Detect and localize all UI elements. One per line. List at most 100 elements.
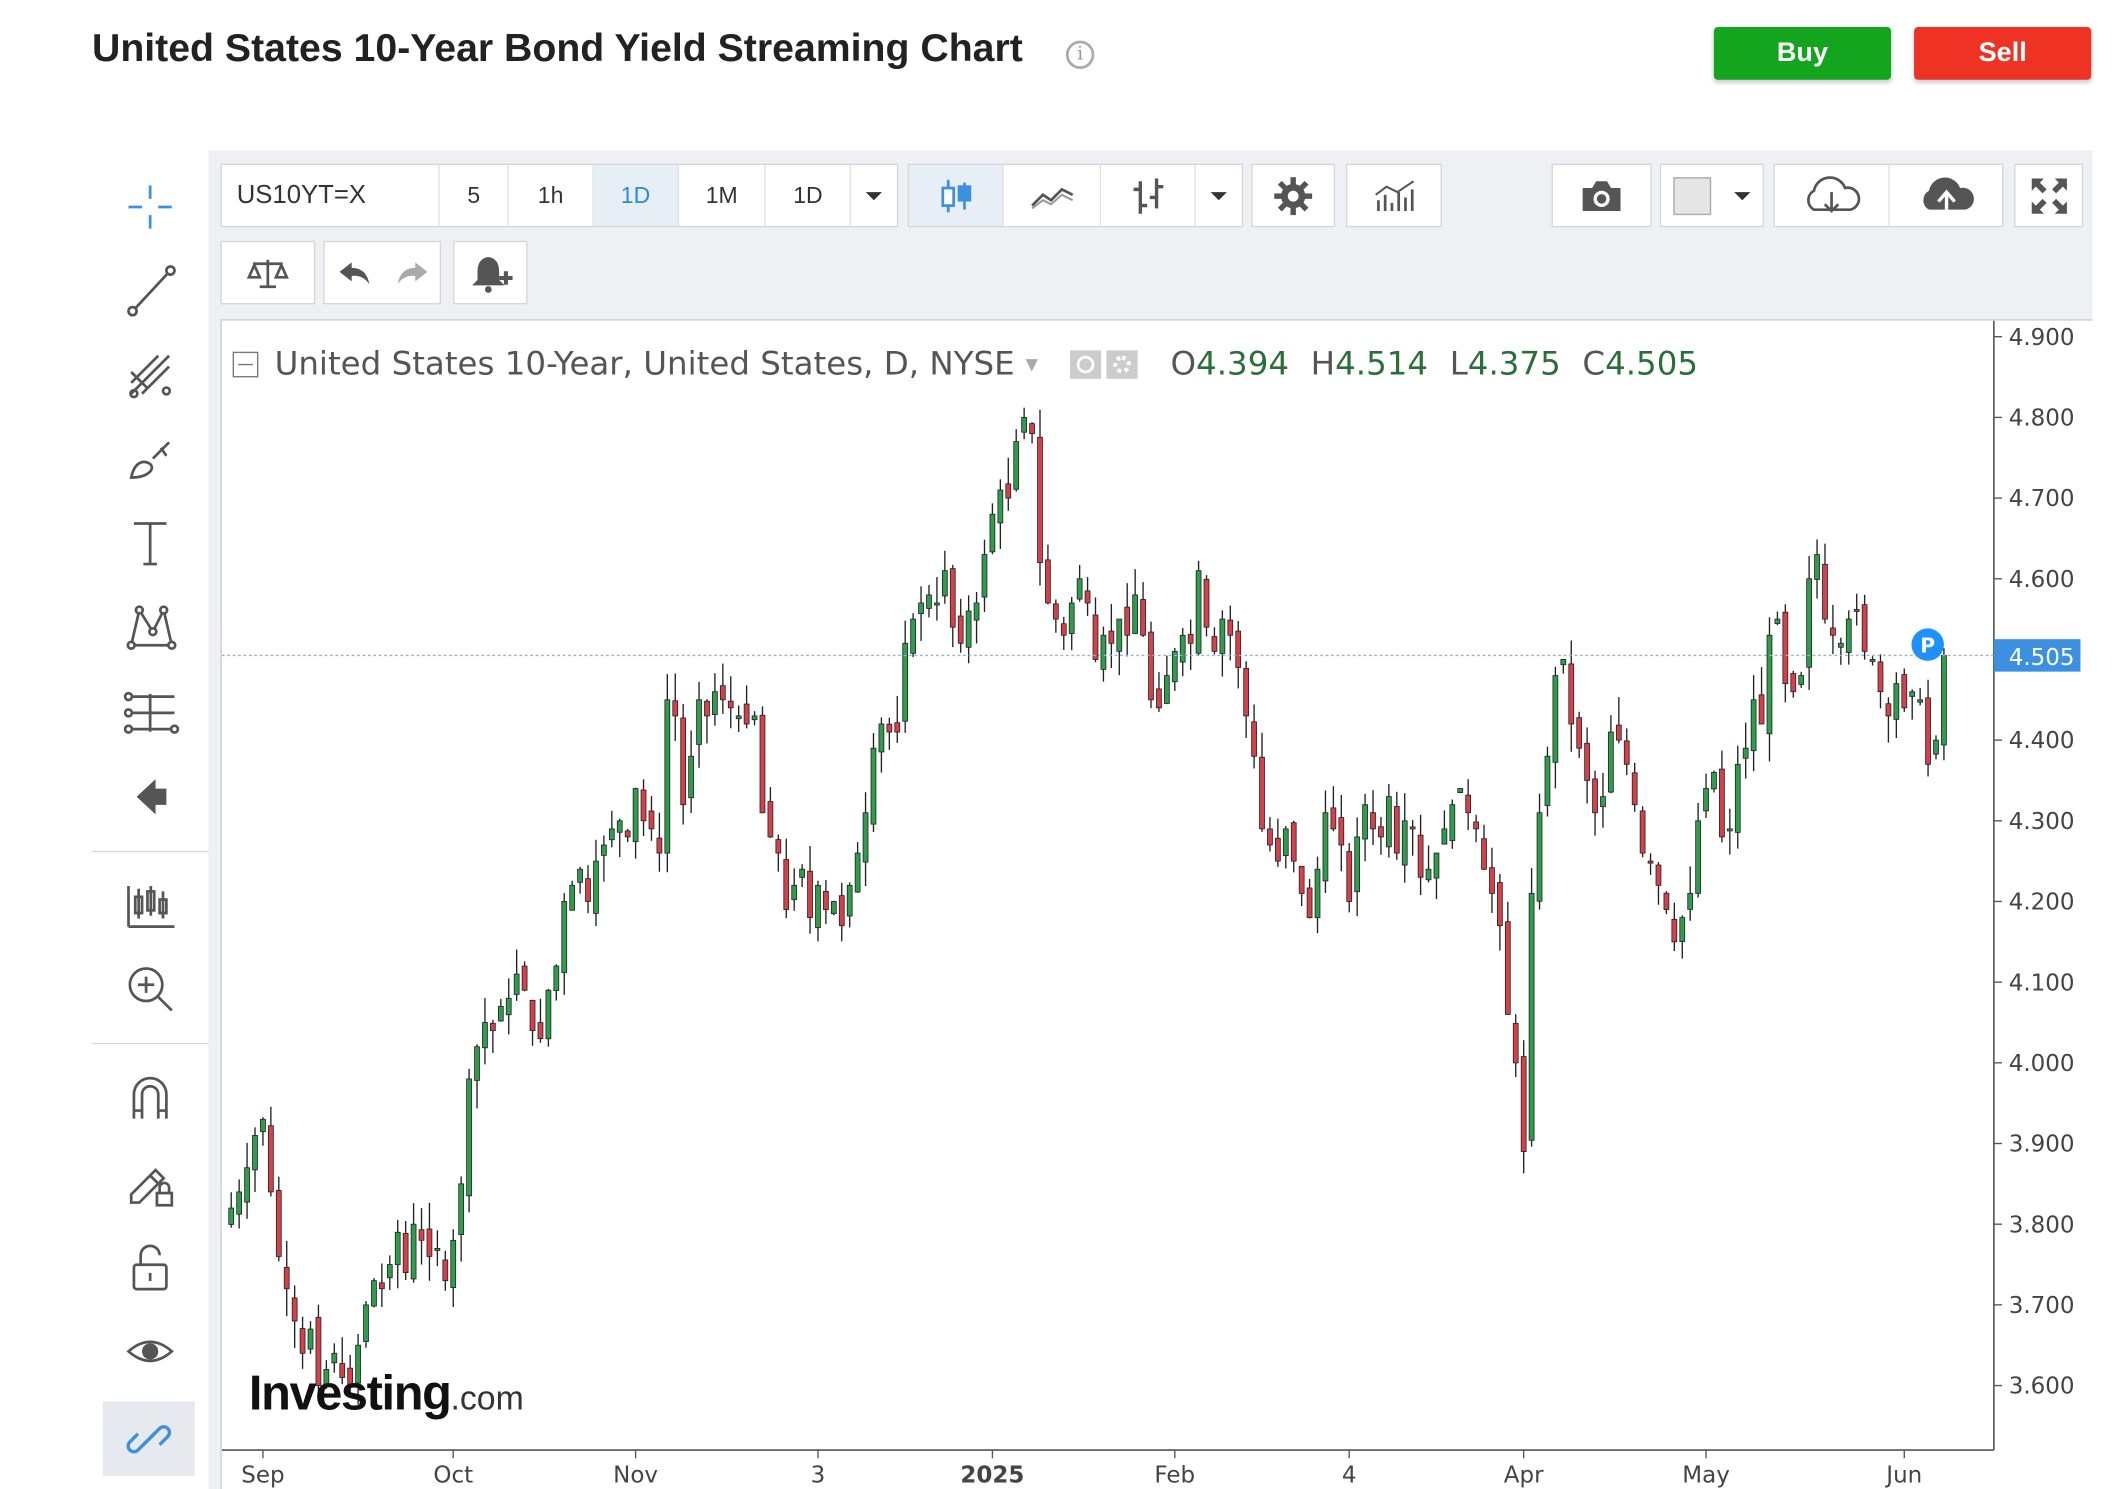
- interval-custom[interactable]: 1D: [766, 165, 852, 226]
- trend-line-icon[interactable]: [116, 257, 184, 325]
- candle: [1029, 422, 1035, 444]
- candle: [1068, 596, 1075, 651]
- indicators-icon[interactable]: [116, 871, 184, 939]
- candle: [1163, 655, 1170, 704]
- x-tick-label: Oct: [433, 1463, 473, 1489]
- candle: [949, 564, 956, 648]
- studies-icon[interactable]: [1347, 165, 1440, 226]
- price-marker-icon: [1911, 628, 1944, 661]
- collapse-icon[interactable]: [232, 351, 259, 377]
- unlock-icon[interactable]: [116, 1234, 184, 1302]
- info-icon[interactable]: i: [1065, 40, 1095, 69]
- candle: [386, 1255, 393, 1291]
- snapshot-button[interactable]: [1551, 163, 1652, 228]
- series-title: United States 10-Year, United States, D,…: [274, 344, 1015, 383]
- fullscreen-icon[interactable]: [2016, 165, 2082, 226]
- back-arrow-icon[interactable]: [116, 763, 184, 831]
- measure-icon[interactable]: [116, 679, 184, 747]
- settings-icon[interactable]: [1253, 165, 1334, 226]
- candle: [537, 998, 544, 1043]
- bar-chart-icon[interactable]: [1101, 165, 1196, 226]
- settings-button[interactable]: [1251, 163, 1336, 228]
- y-tick-label: 4.900: [2009, 325, 2075, 351]
- chart-type-toolbar: [907, 163, 1244, 228]
- candle: [743, 685, 750, 729]
- color-swatch-icon[interactable]: [1661, 165, 1722, 226]
- undo-icon[interactable]: [325, 242, 385, 303]
- text-icon[interactable]: [116, 509, 184, 577]
- candle: [1354, 817, 1361, 917]
- link-icon[interactable]: [102, 1401, 195, 1476]
- magnet-icon[interactable]: [116, 1063, 184, 1131]
- eye-icon[interactable]: [116, 1318, 184, 1386]
- candle: [1655, 862, 1662, 905]
- candle: [1084, 577, 1091, 616]
- interval-5[interactable]: 5: [440, 165, 509, 226]
- visibility-icon[interactable]: [1070, 349, 1102, 379]
- cloud-download-icon[interactable]: [1775, 165, 1890, 226]
- candle: [1322, 790, 1329, 894]
- camera-icon[interactable]: [1553, 165, 1650, 226]
- interval-1h[interactable]: 1h: [509, 165, 594, 226]
- series-settings-icon[interactable]: [1106, 349, 1139, 379]
- candle: [379, 1263, 385, 1308]
- candle: [1148, 621, 1154, 709]
- alert-add-icon[interactable]: [455, 242, 527, 303]
- chevron-down-icon[interactable]: [851, 165, 897, 226]
- candle: [918, 586, 924, 641]
- candle: [870, 733, 877, 833]
- candle: [1227, 605, 1234, 661]
- crosshair-icon[interactable]: [116, 173, 184, 241]
- interval-1m[interactable]: 1M: [679, 165, 767, 226]
- lock-drawing-icon[interactable]: [116, 1147, 184, 1215]
- fullscreen-button[interactable]: [2014, 163, 2084, 228]
- color-picker[interactable]: [1659, 163, 1764, 228]
- candle: [1045, 544, 1051, 605]
- chevron-down-icon[interactable]: [1722, 165, 1763, 226]
- candle: [561, 893, 568, 995]
- series-menu-icon[interactable]: ▼: [1025, 354, 1038, 374]
- candlestick-chart[interactable]: 4.900 4.800 4.700 4.600 4.400 4.300 4.200 4.100…: [221, 320, 2094, 1489]
- candle: [1877, 654, 1884, 709]
- x-tick-label: Nov: [613, 1463, 658, 1489]
- y-tick-label: 4.600: [2009, 567, 2075, 593]
- candle: [894, 695, 901, 743]
- candle: [1814, 539, 1820, 599]
- cloud-upload-icon[interactable]: [1890, 165, 2002, 226]
- brush-icon[interactable]: [116, 425, 184, 493]
- chart-area[interactable]: 4.900 4.800 4.700 4.600 4.400 4.300 4.200 4.100…: [220, 319, 2094, 1489]
- candle: [1219, 610, 1226, 677]
- fib-icon[interactable]: [116, 341, 184, 409]
- x-tick-label: May: [1682, 1463, 1730, 1489]
- sell-button[interactable]: Sell: [1914, 27, 2092, 80]
- candle: [394, 1219, 401, 1289]
- candle: [355, 1333, 361, 1405]
- candle: [672, 673, 679, 741]
- line-chart-icon[interactable]: [1004, 165, 1102, 226]
- zoom-in-icon[interactable]: [116, 955, 184, 1023]
- symbol-input[interactable]: US10YT=X: [222, 165, 441, 226]
- candle: [1259, 732, 1265, 832]
- compare-icon[interactable]: [222, 242, 314, 303]
- candle: [799, 864, 805, 888]
- candle: [577, 866, 583, 894]
- candle: [1742, 722, 1749, 779]
- candle: [268, 1106, 274, 1197]
- studies-button[interactable]: [1345, 163, 1442, 228]
- alert-button[interactable]: [453, 240, 528, 305]
- candle: [1861, 594, 1868, 660]
- candle: [1568, 640, 1575, 752]
- chevron-down-icon[interactable]: [1196, 165, 1242, 226]
- candle: [854, 842, 861, 893]
- redo-icon[interactable]: [384, 242, 439, 303]
- candle: [878, 717, 885, 773]
- pattern-icon[interactable]: [116, 592, 184, 660]
- candle: [482, 997, 488, 1065]
- candlestick-icon[interactable]: [909, 165, 1004, 226]
- buy-button[interactable]: Buy: [1713, 27, 1892, 80]
- interval-1d[interactable]: 1D: [593, 165, 679, 226]
- candle: [1711, 770, 1717, 793]
- candle: [521, 961, 528, 992]
- x-tick-label: Jun: [1884, 1463, 1922, 1489]
- compare-button[interactable]: [220, 240, 316, 305]
